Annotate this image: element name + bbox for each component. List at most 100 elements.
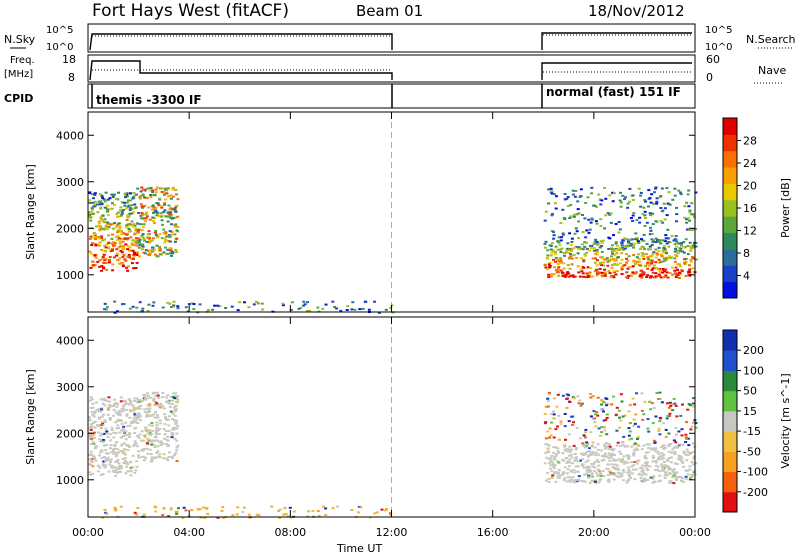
- data-pixel: [595, 206, 598, 209]
- data-pixel: [627, 255, 631, 258]
- data-pixel: [662, 251, 666, 254]
- data-pixel: [102, 198, 106, 201]
- data-pixel: [654, 256, 658, 259]
- data-pixel: [550, 192, 554, 195]
- data-pixel: [638, 275, 642, 278]
- data-pixel: [612, 276, 616, 279]
- data-pixel: [91, 413, 95, 416]
- data-pixel: [627, 434, 631, 437]
- data-pixel: [672, 439, 676, 442]
- data-pixel: [133, 254, 136, 257]
- data-pixel: [173, 419, 177, 422]
- data-pixel: [568, 267, 572, 270]
- data-pixel: [664, 428, 668, 431]
- data-pixel: [164, 416, 167, 419]
- data-pixel: [124, 259, 128, 262]
- data-pixel: [140, 430, 144, 433]
- data-pixel: [638, 260, 641, 263]
- data-pixel: [686, 469, 690, 472]
- data-pixel: [120, 429, 124, 432]
- data-pixel: [211, 308, 215, 311]
- data-pixel: [101, 422, 105, 425]
- data-pixel: [552, 258, 555, 261]
- data-pixel: [632, 464, 636, 467]
- freq-tick-18: 18: [62, 53, 76, 66]
- data-pixel: [106, 459, 110, 461]
- colorbar-tick-label: 100: [743, 364, 764, 377]
- data-pixel: [626, 274, 630, 277]
- data-pixel: [133, 413, 137, 416]
- data-pixel: [170, 455, 174, 458]
- data-pixel: [591, 441, 595, 444]
- data-pixel: [595, 411, 599, 414]
- data-pixel: [570, 247, 574, 250]
- data-pixel: [131, 305, 135, 308]
- data-pixel: [114, 226, 118, 229]
- data-pixel: [676, 263, 680, 266]
- data-pixel: [659, 207, 663, 209]
- data-pixel: [569, 469, 573, 472]
- data-pixel: [666, 465, 670, 468]
- data-pixel: [129, 400, 133, 403]
- data-pixel: [563, 448, 567, 451]
- data-pixel: [672, 397, 676, 400]
- data-pixel: [129, 402, 133, 405]
- data-pixel: [121, 261, 125, 264]
- data-pixel: [153, 194, 157, 197]
- data-pixel: [577, 220, 580, 223]
- data-pixel: [138, 255, 141, 258]
- data-pixel: [578, 399, 582, 402]
- data-pixel: [632, 254, 636, 257]
- data-pixel: [621, 458, 625, 461]
- data-pixel: [648, 400, 652, 403]
- data-pixel: [543, 264, 547, 267]
- data-pixel: [607, 478, 611, 481]
- data-pixel: [559, 251, 563, 254]
- data-pixel: [607, 270, 611, 272]
- data-pixel: [154, 435, 158, 438]
- data-pixel: [165, 235, 169, 238]
- data-pixel: [111, 196, 115, 198]
- data-pixel: [149, 396, 153, 399]
- data-pixel: [634, 232, 638, 235]
- data-pixel: [154, 191, 158, 194]
- data-pixel: [135, 460, 139, 463]
- data-pixel: [242, 506, 246, 509]
- data-pixel: [140, 439, 144, 442]
- data-pixel: [281, 304, 285, 307]
- data-pixel: [216, 516, 220, 519]
- data-pixel: [649, 248, 653, 251]
- data-pixel: [625, 445, 629, 448]
- data-pixel: [98, 244, 102, 247]
- data-pixel: [133, 400, 137, 402]
- data-pixel: [127, 398, 131, 401]
- data-pixel: [630, 465, 634, 468]
- data-pixel: [167, 455, 171, 458]
- data-pixel: [167, 415, 171, 418]
- colorbar-swatch: [723, 431, 737, 452]
- data-pixel: [111, 248, 114, 251]
- data-pixel: [163, 433, 167, 436]
- data-pixel: [159, 212, 163, 215]
- data-pixel: [106, 414, 110, 416]
- data-pixel: [92, 442, 96, 445]
- data-pixel: [689, 249, 693, 252]
- data-pixel: [109, 439, 112, 442]
- data-pixel: [115, 238, 119, 241]
- data-pixel: [93, 426, 97, 429]
- data-pixel: [631, 265, 635, 268]
- data-pixel: [592, 462, 596, 465]
- data-pixel: [570, 423, 574, 426]
- data-pixel: [620, 473, 624, 476]
- data-pixel: [663, 207, 667, 210]
- data-pixel: [148, 431, 152, 434]
- data-pixel: [165, 396, 168, 399]
- data-pixel: [103, 206, 107, 209]
- y-axis-label: Slant Range [km]: [24, 369, 37, 465]
- data-pixel: [552, 231, 556, 234]
- data-pixel: [97, 222, 101, 225]
- data-pixel: [662, 461, 666, 463]
- nsky-tick-top: 10^5: [46, 25, 73, 36]
- data-pixel: [136, 445, 139, 448]
- data-pixel: [652, 251, 656, 254]
